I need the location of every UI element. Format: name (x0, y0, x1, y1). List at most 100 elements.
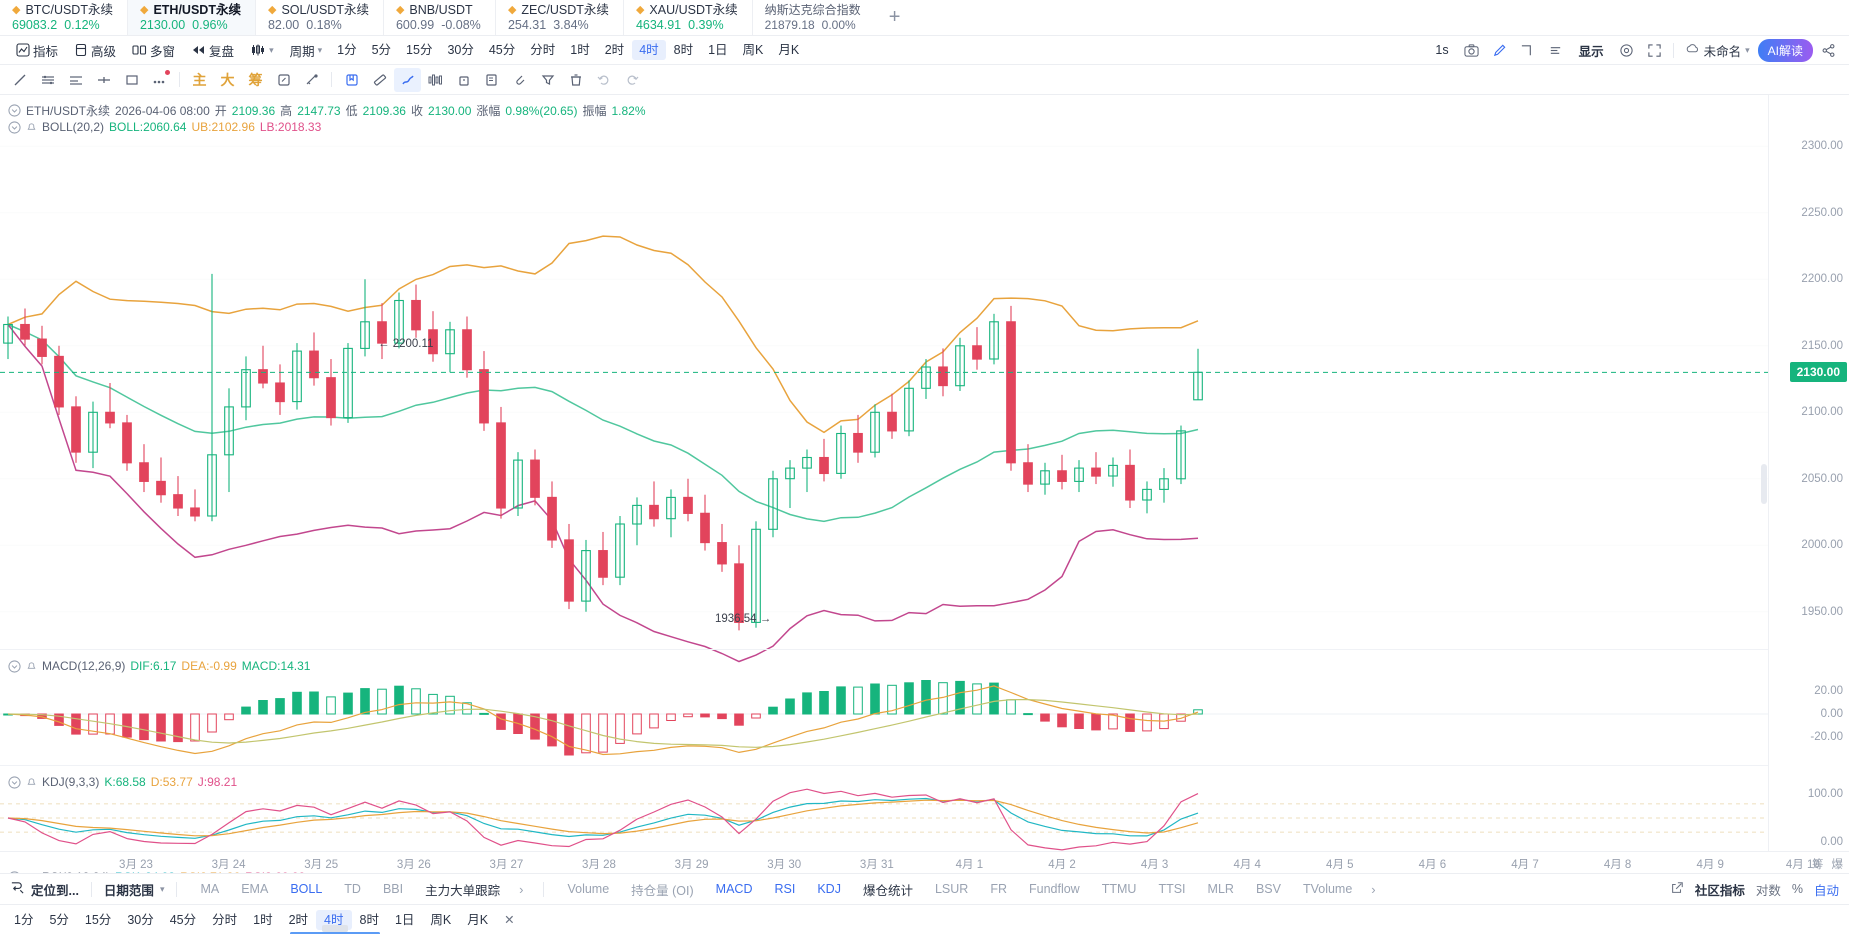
sub-indicator-FR[interactable]: FR (990, 882, 1007, 896)
camera-icon[interactable] (1459, 39, 1485, 61)
period-dropdown[interactable]: 周期 ▾ (282, 39, 331, 61)
symbol-tab-3[interactable]: ◆ BNB/USDT 600.99 -0.08% (384, 0, 496, 35)
rectangle-tool[interactable] (118, 68, 145, 92)
lock-tool[interactable] (450, 68, 477, 92)
large-order-tool[interactable]: 大 (220, 71, 235, 88)
horizontal-line-tool[interactable] (90, 68, 117, 92)
eye-icon[interactable] (8, 775, 21, 789)
sub-indicator-TVolume[interactable]: TVolume (1302, 882, 1353, 896)
community-indicators-button[interactable]: 社区指标 (1694, 883, 1745, 898)
bottom-timeframe-45分[interactable]: 45分 (169, 912, 197, 927)
replay-button[interactable]: 复盘 (183, 39, 242, 61)
eye-icon[interactable] (8, 659, 21, 673)
note-tool[interactable] (270, 68, 297, 92)
main-force-tool[interactable]: 主 (192, 71, 207, 88)
bottom-timeframe-5分[interactable]: 5分 (49, 912, 69, 927)
sub-indicator-Fundflow[interactable]: Fundflow (1028, 882, 1080, 896)
notes-list-tool[interactable] (478, 68, 505, 92)
xaxis-chips-label[interactable]: 筹 (1812, 859, 1824, 871)
bookmark-tool[interactable] (338, 68, 365, 92)
symbol-tab-6[interactable]: 纳斯达克综合指数 21879.18 0.00% (753, 0, 875, 35)
xaxis-liquidation-label[interactable]: 爆 (1831, 859, 1844, 871)
sub-indicator-RSI[interactable]: RSI (774, 882, 796, 896)
saved-layout-dropdown[interactable]: 未命名 ▾ (1679, 41, 1756, 60)
timeframe-15分[interactable]: 15分 (406, 43, 433, 57)
timeframe-周K[interactable]: 周K (742, 43, 764, 57)
main-indicator-EMA[interactable]: EMA (241, 882, 269, 896)
log-scale-toggle[interactable]: 对数 (1755, 883, 1781, 898)
alert-bell-icon[interactable] (26, 121, 37, 133)
symbol-tab-2[interactable]: ◆ SOL/USDT永续 82.00 0.18% (256, 0, 384, 35)
sub-indicator-BSV[interactable]: BSV (1255, 882, 1281, 896)
sub-indicator-爆仓统计[interactable]: 爆仓统计 (862, 883, 913, 898)
symbol-tab-4[interactable]: ◆ ZEC/USDT永续 254.31 3.84% (496, 0, 624, 35)
timeframe-4时[interactable]: 4时 (632, 40, 666, 60)
bottom-timeframe-1时[interactable]: 1时 (253, 912, 273, 927)
filter-tool[interactable] (534, 68, 561, 92)
timeframe-2时[interactable]: 2时 (604, 43, 625, 57)
bottom-timeframe-1日[interactable]: 1日 (394, 912, 415, 927)
sub-indicator-TTMU[interactable]: TTMU (1101, 882, 1137, 896)
ruler-tool[interactable] (366, 68, 393, 92)
chart-canvas[interactable] (0, 95, 1768, 873)
advanced-button[interactable]: 高级 (66, 39, 124, 61)
display-button[interactable]: 显示 (1571, 39, 1612, 61)
main-indicator-more-icon[interactable]: › (519, 881, 524, 897)
settings-icon[interactable] (1614, 39, 1640, 61)
bottom-timeframe-月K[interactable]: 月K (467, 912, 489, 927)
magnet-tool[interactable] (298, 68, 325, 92)
percent-scale-toggle[interactable]: % (1791, 882, 1803, 896)
bottom-timeframe-1分[interactable]: 1分 (14, 912, 34, 927)
alert-bell-icon[interactable] (26, 776, 37, 788)
redo-tool[interactable] (618, 68, 645, 92)
sub-indicator-LSUR[interactable]: LSUR (934, 882, 969, 896)
timeframe-1分[interactable]: 1分 (337, 43, 357, 57)
bottom-timeframe-15分[interactable]: 15分 (84, 912, 112, 927)
sub-indicator-MACD[interactable]: MACD (715, 882, 753, 896)
add-symbol-button[interactable]: + (888, 6, 901, 28)
bottom-timeframe-8时[interactable]: 8时 (359, 912, 379, 927)
eye-icon[interactable] (8, 104, 21, 117)
alert-bell-icon[interactable] (26, 660, 37, 672)
timeframe-5分[interactable]: 5分 (371, 43, 392, 57)
horizontal-scrollbar[interactable] (290, 925, 380, 934)
close-timeframe-bar-icon[interactable]: ✕ (504, 912, 515, 927)
main-indicator-MA[interactable]: MA (200, 882, 220, 896)
refresh-rate-button[interactable]: 1s (1427, 39, 1456, 61)
bottom-timeframe-周K[interactable]: 周K (430, 912, 452, 927)
symbol-tab-0[interactable]: ◆ BTC/USDT永续 69083.2 0.12% (0, 0, 128, 35)
main-indicator-主力大单跟踪[interactable]: 主力大单跟踪 (425, 883, 501, 898)
pencil-icon[interactable] (1487, 39, 1513, 61)
more-shapes-tool[interactable] (146, 68, 173, 92)
indicators-button[interactable]: 指标 (8, 39, 66, 61)
chart-area[interactable]: ETH/USDT永续 2026-04-06 08:00 开 2109.36 高 … (0, 95, 1849, 873)
sub-indicator-more-icon[interactable]: › (1371, 881, 1376, 897)
trendline-tool[interactable] (6, 68, 33, 92)
bottom-timeframe-4时[interactable]: 4时 (316, 909, 352, 930)
timeframe-月K[interactable]: 月K (778, 43, 800, 57)
ray-tool[interactable] (62, 68, 89, 92)
main-indicator-BOLL[interactable]: BOLL (290, 882, 323, 896)
bottom-timeframe-分时[interactable]: 分时 (212, 912, 238, 927)
sub-indicator-TTSI[interactable]: TTSI (1158, 882, 1186, 896)
timeframe-分时[interactable]: 分时 (530, 43, 556, 57)
fullscreen-icon[interactable] (1642, 39, 1668, 61)
sub-indicator-MLR[interactable]: MLR (1207, 882, 1234, 896)
external-link-icon[interactable] (1670, 881, 1684, 898)
bottom-timeframe-30分[interactable]: 30分 (127, 912, 154, 927)
chips-tool[interactable]: 筹 (248, 71, 263, 88)
brush-tool[interactable] (394, 67, 421, 92)
timeframe-45分[interactable]: 45分 (488, 43, 516, 57)
measure-tool[interactable] (422, 68, 449, 92)
parallel-channel-tool[interactable] (34, 68, 61, 92)
xaxis-right-labels[interactable]: 筹 爆 (1812, 856, 1843, 872)
symbol-tab-1[interactable]: ◆ ETH/USDT永续 2130.00 0.96% (127, 0, 256, 35)
sub-indicator-持仓量 (OI)[interactable]: 持仓量 (OI) (631, 883, 694, 898)
delete-tool[interactable] (562, 68, 589, 92)
price-axis[interactable]: 2300.00 2250.00 2200.00 2150.00 2100.00 2050.… (1768, 95, 1849, 873)
bottom-timeframe-2时[interactable]: 2时 (288, 912, 309, 927)
list-icon[interactable] (1543, 39, 1569, 61)
sub-indicator-KDJ[interactable]: KDJ (817, 882, 841, 896)
eye-icon[interactable] (8, 120, 21, 134)
date-axis[interactable]: 筹 爆 3月 23 3月 24 3月 25 3月 26 3月 27 3月 28 3月 29 3… (0, 851, 1849, 873)
